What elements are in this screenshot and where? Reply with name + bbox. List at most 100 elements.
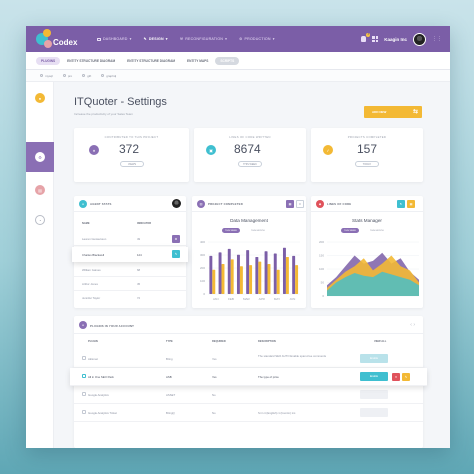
plugin-type: BringQ — [166, 411, 175, 415]
table-row[interactable]: Arthur Jones 45 — [74, 277, 186, 291]
stat-label: PROJECTS COMPLETED — [347, 135, 387, 139]
stat-value: 372 — [119, 142, 140, 156]
subnav-tab-scripts[interactable]: SCRIPTS — [215, 56, 240, 65]
enable-button[interactable]: Enable — [360, 354, 388, 363]
row-checkbox[interactable] — [82, 392, 86, 396]
codex-logo[interactable]: Codex — [36, 29, 77, 51]
table-row[interactable]: Google Analytics Ticket BringQ No Si in … — [74, 404, 423, 422]
arrows-icon: ⇆ — [412, 109, 418, 115]
chart-icon: ▥ — [197, 200, 205, 208]
filter-radio[interactable]: mysql — [40, 74, 53, 78]
row-checkbox[interactable] — [82, 356, 86, 360]
add-new-button[interactable]: ADD NEW ⇆ — [364, 106, 422, 118]
action-button[interactable] — [360, 408, 388, 417]
bar — [255, 257, 259, 294]
area-chart: 200 150 100 50 0 — [319, 240, 419, 298]
enable-button[interactable]: Enable — [360, 372, 388, 381]
nav-dashboard[interactable]: DASHBOARD ▾ — [92, 26, 137, 52]
list-view-icon[interactable]: ≡ — [296, 200, 304, 208]
delete-icon[interactable]: ✕ — [392, 372, 400, 381]
circle-icon: ● — [35, 93, 45, 103]
logo-dot-pink — [44, 40, 52, 48]
nav-label: DESIGN — [148, 37, 164, 41]
nav-reconfiguration[interactable]: ⚒ RECONFIGURATION ▾ — [175, 26, 232, 52]
x-tick-label: JAN — [213, 297, 219, 301]
row-value: 49 — [137, 237, 141, 241]
bar-chart: 400 300 200 100 0 JAN FEB MAR APR MAY JUN — [200, 240, 300, 301]
this-week-pill[interactable]: THIS WEEK — [222, 228, 241, 233]
row-checkbox[interactable] — [82, 374, 86, 378]
refresh-icon[interactable]: ↻ — [397, 200, 405, 208]
y-tick-label: 100 — [200, 279, 205, 283]
sidebar: ● ⚙ ▤ ◔ — [26, 82, 54, 448]
filter-radio[interactable]: gift — [82, 74, 91, 78]
nav-label: PRODUCTION — [244, 37, 271, 41]
grid-icon[interactable] — [372, 36, 379, 42]
bar — [292, 255, 296, 294]
avatar[interactable] — [413, 32, 426, 46]
plugin-required: Yes — [212, 357, 217, 361]
x-tick-label: JUN — [289, 297, 295, 301]
plugin-description: The standard SEO AUTO Enable spam-free c… — [258, 354, 327, 358]
table-row-highlighted[interactable]: All in One SEO Pack ASB Yes The type of … — [70, 368, 427, 386]
view-all-link[interactable]: VIEW ALL — [374, 340, 387, 343]
stat-week-button[interactable]: THIS WEEK — [238, 161, 262, 167]
plugin-type: ASB — [166, 375, 172, 379]
bell-icon[interactable]: 3 — [361, 33, 371, 42]
chart-title: Stats Manager — [352, 218, 382, 223]
sidebar-item-users[interactable]: ◔ — [26, 206, 54, 234]
grid-view-icon[interactable]: ▦ — [286, 200, 294, 208]
sidebar-item-home[interactable]: ● — [26, 84, 54, 112]
edit-icon[interactable]: ✎ — [172, 250, 180, 258]
page-title: ITQuoter - Settings — [74, 96, 167, 108]
pager-arrows-icon[interactable]: ‹ › — [410, 322, 415, 328]
this-month-pill[interactable]: THIS MONTH — [370, 229, 384, 232]
table-row[interactable]: Lauren Gustavsson 49 ⚙ — [74, 232, 186, 246]
sidebar-item-stats[interactable]: ▤ — [26, 176, 54, 204]
bar — [236, 254, 240, 294]
user-name[interactable]: Kaagin Inc — [384, 36, 407, 42]
filter-radio[interactable]: graphql — [101, 74, 116, 78]
nav-production[interactable]: ⚙ PRODUCTION ▾ — [234, 26, 280, 52]
y-tick-label: 200 — [200, 266, 205, 270]
table-row[interactable]: Jennifer Taylor 72 — [74, 291, 186, 305]
settings-icon[interactable]: ⚙ — [172, 235, 180, 243]
filter-radio[interactable]: pro — [62, 74, 72, 78]
row-checkbox[interactable] — [82, 410, 86, 414]
bar — [239, 266, 243, 294]
subnav-tab-entity-maps[interactable]: ENTITY MAPS — [187, 58, 209, 63]
this-week-pill[interactable]: THIS WEEK — [341, 228, 360, 233]
main-nav: DASHBOARD ▾ ✎ DESIGN ▾ ⚒ RECONFIGURATION ▾ ⚙ P… — [92, 26, 280, 52]
col-header-type: TYPE — [166, 340, 173, 343]
table-row[interactable]: Google Analytics ASSET No — [74, 386, 423, 404]
this-month-pill[interactable]: THIS MONTH — [251, 229, 265, 232]
plugin-type: Bring — [166, 357, 173, 361]
y-tick-label: 400 — [200, 240, 205, 244]
stat-views-button[interactable]: VIEWS — [120, 161, 144, 167]
table-row[interactable]: William Gaines 68 — [74, 263, 186, 277]
stat-today-button[interactable]: TODAY — [355, 161, 379, 167]
nav-design[interactable]: ✎ DESIGN ▾ — [139, 26, 173, 52]
col-header-name: NAME — [82, 222, 90, 225]
notification-badge: 3 — [366, 33, 371, 37]
subnav-tab-entity-structure[interactable]: ENTITY STRUCTURE DIAGRAM — [67, 58, 116, 63]
table-row-highlighted[interactable]: Charles Blackwell 124 ✎ — [72, 247, 188, 262]
edit-icon[interactable]: ✎ — [402, 372, 410, 381]
agent-stats-card: ● AGENT STATS NAME INDICATOR Lauren Gust… — [72, 196, 188, 308]
plugin-name: All in One SEO Pack — [88, 375, 114, 379]
table-row[interactable]: Akismet Bring Yes The standard SEO AUTO … — [74, 350, 423, 368]
avatar[interactable] — [172, 199, 181, 208]
plugin-type: ASSET — [166, 393, 176, 397]
subnav-tab-plugins[interactable]: PLUGINS — [36, 56, 61, 65]
more-icon[interactable]: ⋮⋮ — [432, 36, 442, 42]
row-name: Arthur Jones — [82, 282, 98, 286]
row-name: Lauren Gustavsson — [82, 237, 107, 241]
calendar-icon[interactable]: ▦ — [407, 200, 415, 208]
action-button[interactable] — [360, 390, 388, 399]
sub-nav: PLUGINS ENTITY STRUCTURE DIAGRAM ENTITY … — [26, 52, 450, 70]
subnav-tab-entity-structure-2[interactable]: ENTITY STRUCTURE DIAGRAM — [127, 58, 176, 63]
y-tick-label: 0 — [203, 292, 205, 296]
page-subtitle: Increase the productivity of your Sales … — [74, 112, 133, 116]
sidebar-item-settings[interactable]: ⚙ — [26, 142, 54, 172]
top-right-controls: 3 Kaagin Inc ⋮⋮ — [361, 26, 442, 52]
